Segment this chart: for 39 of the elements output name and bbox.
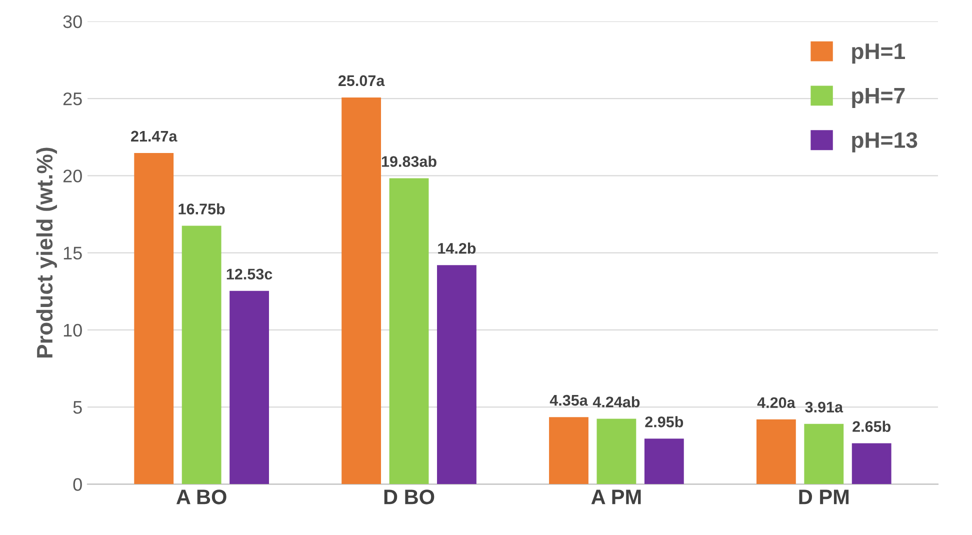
y-tick-label: 30 bbox=[63, 15, 82, 28]
y-tick-label: 10 bbox=[64, 324, 82, 337]
data-label: 14.2b bbox=[438, 242, 476, 254]
data-label: 19.83ab bbox=[382, 156, 436, 167]
data-label: 25.07a bbox=[338, 75, 385, 86]
bar bbox=[182, 226, 222, 484]
data-label: 12.53c bbox=[226, 268, 272, 280]
bar bbox=[596, 418, 636, 484]
legend-label: pH=13 bbox=[852, 132, 918, 152]
data-label: 4.24ab bbox=[592, 396, 640, 408]
data-label: 2.65b bbox=[852, 420, 891, 432]
data-label: 21.47a bbox=[131, 130, 178, 142]
y-tick-label: 15 bbox=[64, 246, 82, 260]
data-label: 4.20a bbox=[757, 397, 796, 408]
data-label: 16.75b bbox=[178, 203, 225, 214]
data-label: 3.91a bbox=[805, 402, 844, 413]
y-tick-label: 25 bbox=[63, 92, 82, 106]
data-label: 4.35a bbox=[550, 394, 588, 406]
bar bbox=[852, 443, 892, 484]
x-tick-label: D PM bbox=[799, 490, 849, 504]
bar bbox=[134, 152, 174, 484]
y-tick-label: 20 bbox=[63, 170, 82, 182]
y-tick-label: 5 bbox=[73, 401, 82, 414]
bar bbox=[756, 419, 796, 484]
bar bbox=[389, 178, 429, 484]
bar bbox=[437, 265, 476, 484]
bar bbox=[644, 438, 684, 484]
bar bbox=[549, 417, 588, 484]
data-label: 2.95b bbox=[645, 416, 684, 428]
x-tick-label: A BO bbox=[176, 490, 226, 504]
x-tick-label: D BO bbox=[384, 490, 434, 504]
bar bbox=[230, 290, 269, 484]
bar bbox=[804, 424, 844, 484]
legend-label: pH=1 bbox=[852, 44, 906, 64]
y-tick-label: 0 bbox=[73, 478, 82, 491]
legend-label: pH=7 bbox=[852, 88, 905, 108]
x-tick-label: A PM bbox=[591, 490, 641, 504]
bar bbox=[342, 97, 382, 484]
y-axis-title: Product yield (wt.%) bbox=[36, 148, 57, 358]
